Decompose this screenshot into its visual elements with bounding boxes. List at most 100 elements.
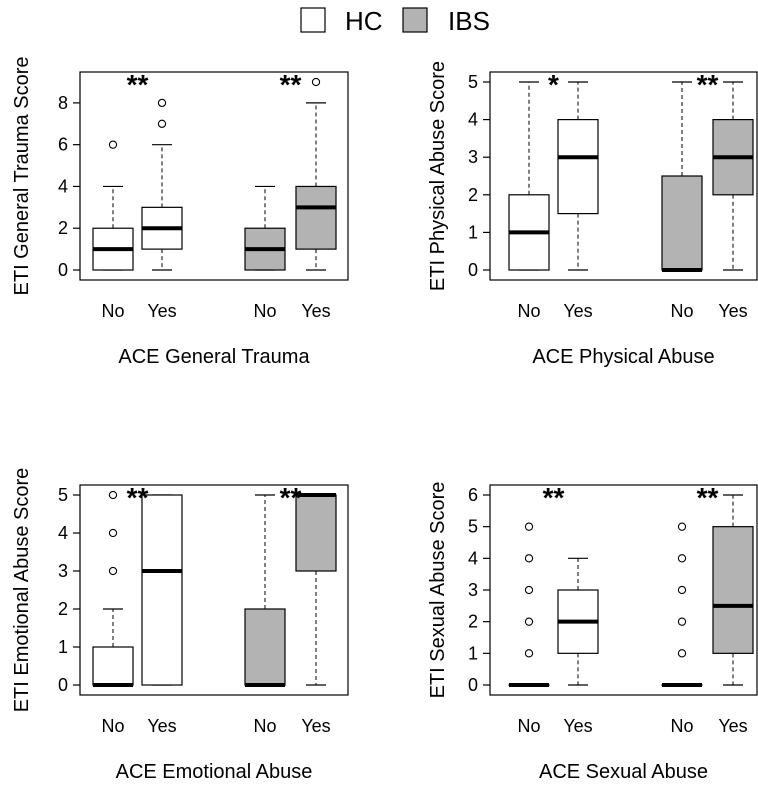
y-tick-label: 4 [468, 110, 478, 130]
y-tick-label: 6 [58, 135, 68, 155]
x-category-label: No [253, 301, 276, 321]
x-axis-title: ACE Sexual Abuse [539, 761, 708, 783]
outlier-point [158, 120, 165, 127]
x-axis-title: ACE General Trauma [118, 346, 310, 368]
y-tick-label: 0 [58, 675, 68, 695]
significance-marker: ** [543, 482, 565, 513]
outlier-point [678, 650, 685, 657]
outlier-point [109, 567, 116, 574]
x-category-label: Yes [563, 301, 592, 321]
significance-marker: ** [280, 69, 302, 100]
y-tick-label: 4 [468, 548, 478, 568]
panel-3: 0 1 2 3 4 5 ETI Emotional Abuse Score ACE Emoti… [11, 468, 348, 783]
y-tick-label: 2 [468, 612, 478, 632]
outlier-point [109, 141, 116, 148]
y-tick-label: 0 [468, 675, 478, 695]
y-tick-label: 2 [58, 599, 68, 619]
x-category-label: Yes [718, 301, 747, 321]
box-ibs-yes [713, 82, 753, 270]
x-category-label: Yes [301, 301, 330, 321]
box-hc-yes [558, 558, 598, 685]
x-category-label: No [517, 301, 540, 321]
outlier-point [312, 78, 319, 85]
y-tick-label: 4 [58, 523, 68, 543]
legend-label-ibs: IBS [448, 6, 490, 36]
x-category-label: No [101, 301, 124, 321]
y-tick-label: 2 [468, 185, 478, 205]
x-category-label: No [670, 301, 693, 321]
legend: HC IBS [301, 6, 490, 36]
y-tick-label: 5 [468, 72, 478, 92]
outlier-point [109, 529, 116, 536]
x-category-label: Yes [147, 301, 176, 321]
outlier-point [525, 523, 532, 530]
outlier-point [158, 99, 165, 106]
significance-marker: ** [127, 69, 149, 100]
panel-2: 0 1 2 3 4 5 ETI Physical Abuse Score ACE Physic… [427, 61, 757, 368]
significance-marker: * [548, 69, 559, 100]
x-category-label: No [101, 716, 124, 736]
y-tick-label: 1 [58, 637, 68, 657]
significance-marker: ** [127, 482, 149, 513]
x-category-label: Yes [301, 716, 330, 736]
box-body [662, 176, 702, 270]
box-hc-no [509, 523, 549, 685]
box-hc-yes [142, 495, 182, 685]
y-tick-label: 0 [58, 260, 68, 280]
box-hc-no [93, 491, 133, 685]
box-ibs-yes [296, 495, 336, 685]
y-axis-title: ETI General Trauma Score [11, 57, 33, 296]
y-tick-label: 6 [468, 485, 478, 505]
y-tick-label: 3 [468, 580, 478, 600]
y-tick-label: 4 [58, 176, 68, 196]
box-body [245, 609, 285, 685]
box-hc-no [93, 141, 133, 270]
outlier-point [678, 618, 685, 625]
outlier-point [525, 618, 532, 625]
y-tick-label: 3 [468, 147, 478, 167]
outlier-point [525, 555, 532, 562]
outlier-point [525, 650, 532, 657]
y-tick-label: 1 [468, 643, 478, 663]
x-axis-title: ACE Emotional Abuse [116, 761, 313, 783]
x-category-label: Yes [147, 716, 176, 736]
box-ibs-no [245, 495, 285, 685]
box-ibs-yes [713, 495, 753, 685]
box-ibs-no [662, 82, 702, 270]
box-hc-no [509, 82, 549, 270]
panel-1: 0 2 4 6 8 ETI General Trauma Score ACE General… [11, 57, 348, 368]
outlier-point [678, 586, 685, 593]
significance-marker: ** [697, 69, 719, 100]
y-tick-label: 5 [468, 517, 478, 537]
box-body [296, 186, 336, 249]
y-axis-title: ETI Emotional Abuse Score [11, 468, 33, 713]
box-body [713, 527, 753, 654]
significance-marker: ** [280, 482, 302, 513]
y-tick-label: 8 [58, 93, 68, 113]
box-hc-yes [558, 82, 598, 270]
legend-label-hc: HC [345, 6, 383, 36]
y-tick-label: 1 [468, 222, 478, 242]
y-axis-title: ETI Sexual Abuse Score [427, 482, 449, 699]
y-tick-label: 2 [58, 218, 68, 238]
y-axis-title: ETI Physical Abuse Score [427, 61, 449, 291]
significance-marker: ** [697, 482, 719, 513]
x-category-label: Yes [718, 716, 747, 736]
y-tick-label: 5 [58, 485, 68, 505]
y-tick-label: 0 [468, 260, 478, 280]
box-ibs-yes [296, 78, 336, 270]
box-body [296, 495, 336, 571]
legend-swatch-hc [301, 8, 325, 32]
box-hc-yes [142, 99, 182, 270]
outlier-point [109, 491, 116, 498]
panel-4: 0 1 2 3 4 5 6 ETI Sexual Abuse Score ACE Sexual … [427, 482, 757, 783]
x-category-label: No [253, 716, 276, 736]
outlier-point [678, 555, 685, 562]
panels: 0 2 4 6 8 ETI General Trauma Score ACE General… [11, 57, 757, 783]
outlier-point [525, 586, 532, 593]
box-ibs-no [662, 523, 702, 685]
y-tick-label: 3 [58, 561, 68, 581]
x-axis-title: ACE Physical Abuse [532, 346, 714, 368]
x-category-label: No [517, 716, 540, 736]
